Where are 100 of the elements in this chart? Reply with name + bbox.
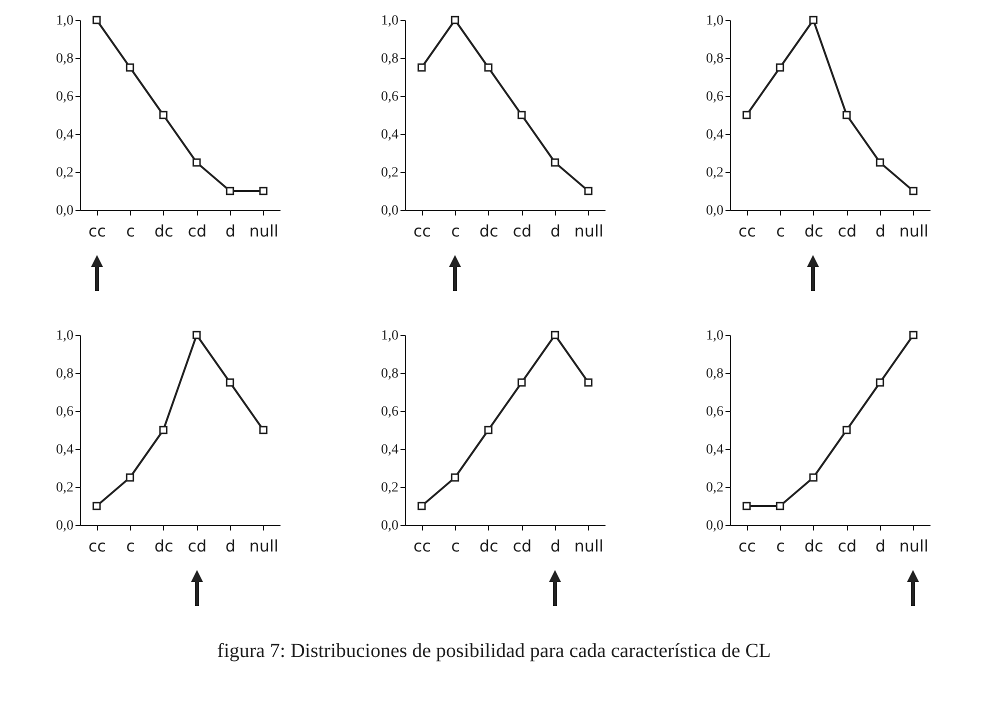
y-tick-label: 1,0 xyxy=(56,14,74,28)
point xyxy=(742,110,751,120)
x-tick-label: cc xyxy=(413,222,431,240)
y-tick-label: 0,6 xyxy=(706,90,724,104)
x-tick-label: c xyxy=(776,536,785,556)
point xyxy=(192,330,201,340)
x-tick-label: cc xyxy=(88,222,106,240)
point xyxy=(776,502,784,510)
y-tick-label: 0,6 xyxy=(381,404,398,420)
x-tick-label: d xyxy=(225,222,236,240)
x-tick-label: cd xyxy=(838,536,857,556)
y-tick-label: 0,0 xyxy=(381,518,398,534)
y-tick-label: 0,4 xyxy=(381,128,398,142)
point xyxy=(226,378,234,387)
y-tick-label: 0,8 xyxy=(706,52,724,66)
x-tick-label: null xyxy=(574,536,604,556)
x-tick-label: dc xyxy=(479,536,498,556)
point xyxy=(450,16,460,24)
point xyxy=(92,16,101,24)
point xyxy=(842,426,851,434)
point xyxy=(226,186,234,196)
point xyxy=(550,330,560,340)
y-tick-label: 0,4 xyxy=(381,442,398,458)
x-tick-label: c xyxy=(451,536,460,556)
x-tick-label: dc xyxy=(804,222,824,240)
y-tick-label: 1,0 xyxy=(381,328,398,344)
x-tick-label: cd xyxy=(188,222,207,240)
y-tick-label: 0,0 xyxy=(706,518,724,534)
y-tick-label: 1,0 xyxy=(706,328,724,344)
point xyxy=(418,63,426,72)
y-tick-label: 0,2 xyxy=(56,166,74,180)
point xyxy=(909,330,918,340)
y-tick-label: 0,6 xyxy=(56,90,74,104)
y-tick-label: 0,2 xyxy=(56,480,74,496)
y-tick-label: 0,4 xyxy=(56,442,74,458)
y-tick-label: 0,2 xyxy=(381,480,398,496)
x-tick-label: cc xyxy=(413,536,431,556)
x-tick-label: dc xyxy=(479,222,498,240)
x-tick-label: dc xyxy=(154,536,174,556)
x-tick-label: c xyxy=(451,222,460,240)
text: figura 7: Distribuciones de posibilidad para cada característica de CL xyxy=(216,640,772,663)
y-tick-label: 0,2 xyxy=(706,480,724,496)
point xyxy=(776,63,784,72)
x-tick-label: cc xyxy=(738,536,756,556)
point xyxy=(809,16,818,24)
point xyxy=(159,110,168,120)
x-tick-label: null xyxy=(249,222,278,240)
y-tick-label: 0,8 xyxy=(381,366,398,382)
point xyxy=(126,473,134,482)
x-tick-label: cc xyxy=(738,222,756,240)
x-tick-label: null xyxy=(899,222,928,240)
x-tick-label: cd xyxy=(838,222,857,240)
y-tick-label: 0,2 xyxy=(381,166,398,180)
y-tick-label: 0,8 xyxy=(56,52,74,66)
y-tick-label: 0,8 xyxy=(56,366,74,382)
point xyxy=(809,473,818,482)
x-tick-label: dc xyxy=(804,536,824,556)
x-tick-label: d xyxy=(550,222,561,240)
y-tick-label: 0,2 xyxy=(706,166,724,180)
y-tick-label: 0,8 xyxy=(381,52,398,66)
point xyxy=(259,426,268,434)
point xyxy=(450,473,460,482)
x-tick-label: cd xyxy=(512,536,532,556)
y-tick-label: 0,4 xyxy=(56,128,74,142)
y-tick-label: 0,6 xyxy=(706,404,724,420)
x-tick-label: c xyxy=(126,536,135,556)
point xyxy=(484,426,492,434)
x-tick-label: cd xyxy=(512,222,532,240)
point xyxy=(92,502,101,510)
y-tick-label: 0,4 xyxy=(706,128,724,142)
point xyxy=(418,502,426,510)
point xyxy=(159,426,168,434)
x-tick-label: c xyxy=(776,222,785,240)
point xyxy=(876,158,884,167)
point xyxy=(584,378,592,387)
x-tick-label: dc xyxy=(154,222,174,240)
y-tick-label: 0,4 xyxy=(706,442,724,458)
point xyxy=(126,63,134,72)
y-tick-label: 1,0 xyxy=(706,14,724,28)
y-tick-label: 0,0 xyxy=(381,204,398,218)
point xyxy=(484,63,492,72)
x-tick-label: c xyxy=(126,222,135,240)
x-tick-label: d xyxy=(225,536,236,556)
x-tick-label: cc xyxy=(88,536,106,556)
x-tick-label: null xyxy=(574,222,604,240)
point xyxy=(550,158,560,167)
y-tick-label: 1,0 xyxy=(381,14,398,28)
point xyxy=(518,110,526,120)
x-tick-label: d xyxy=(875,222,886,240)
point xyxy=(909,186,918,196)
y-tick-label: 0,6 xyxy=(381,90,398,104)
point xyxy=(584,186,592,196)
y-tick-label: 0,8 xyxy=(706,366,724,382)
point xyxy=(876,378,884,387)
y-tick-label: 0,6 xyxy=(56,404,74,420)
point xyxy=(842,110,851,120)
y-tick-label: 0,0 xyxy=(56,204,74,218)
y-tick-label: 0,0 xyxy=(56,518,74,534)
y-tick-label: 1,0 xyxy=(56,328,74,344)
x-tick-label: null xyxy=(249,536,278,556)
